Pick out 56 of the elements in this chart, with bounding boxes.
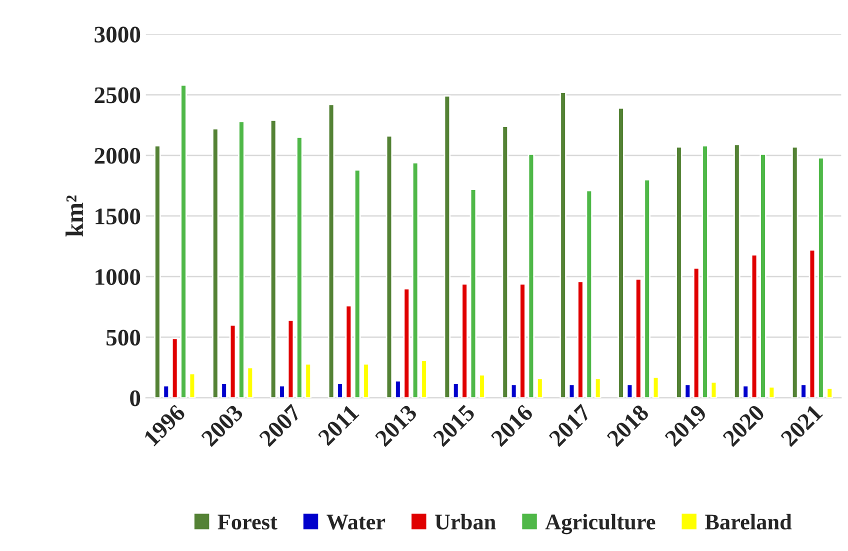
bar — [270, 120, 277, 398]
bar — [536, 378, 544, 398]
bar — [768, 386, 776, 398]
bar — [560, 92, 566, 398]
legend-label: Water — [326, 514, 386, 530]
bar — [478, 374, 486, 398]
bar — [171, 338, 178, 398]
bar — [626, 384, 634, 398]
bar — [710, 381, 718, 398]
y-tick-label: 3000 — [94, 26, 140, 43]
legend-label: Urban — [435, 514, 496, 530]
x-tick-label: 2011 — [317, 404, 360, 446]
bar — [652, 376, 660, 398]
bar — [594, 378, 602, 398]
bar — [760, 153, 766, 398]
y-tick-label: 2000 — [94, 148, 140, 164]
bar — [568, 384, 576, 398]
bar — [510, 384, 518, 398]
bar — [336, 382, 344, 398]
bar — [188, 372, 196, 398]
bar — [519, 283, 526, 398]
bar — [246, 366, 254, 398]
bar — [808, 249, 816, 398]
bar — [618, 107, 624, 398]
legend-label: Agriculture — [545, 514, 656, 534]
bar — [470, 188, 477, 398]
y-tick-label: 2500 — [94, 87, 140, 104]
bar — [444, 95, 451, 398]
bar — [345, 305, 352, 398]
bar — [287, 320, 294, 398]
bar — [328, 104, 335, 398]
bar — [502, 126, 509, 398]
bar — [278, 385, 286, 398]
bar — [420, 360, 428, 398]
bar — [684, 384, 692, 398]
bar — [702, 144, 708, 398]
y-tick-label: 0 — [130, 390, 140, 406]
legend-label: Bareland — [705, 514, 792, 530]
bar — [180, 84, 187, 398]
bar — [791, 146, 798, 398]
bar — [586, 190, 593, 398]
bar — [386, 135, 393, 398]
bar — [528, 153, 535, 398]
bar — [577, 280, 584, 398]
bar — [412, 162, 419, 398]
bar — [676, 146, 682, 398]
legend-label: Forest — [218, 514, 278, 530]
bar — [229, 324, 236, 398]
bar — [800, 384, 807, 398]
bar — [238, 120, 245, 398]
y-tick-label: 1500 — [96, 208, 140, 224]
y-tick-label: 500 — [106, 330, 140, 346]
bar — [750, 254, 758, 398]
y-axis-title: km² — [66, 195, 83, 236]
bar — [692, 267, 700, 398]
y-tick-label: 1000 — [96, 269, 140, 286]
